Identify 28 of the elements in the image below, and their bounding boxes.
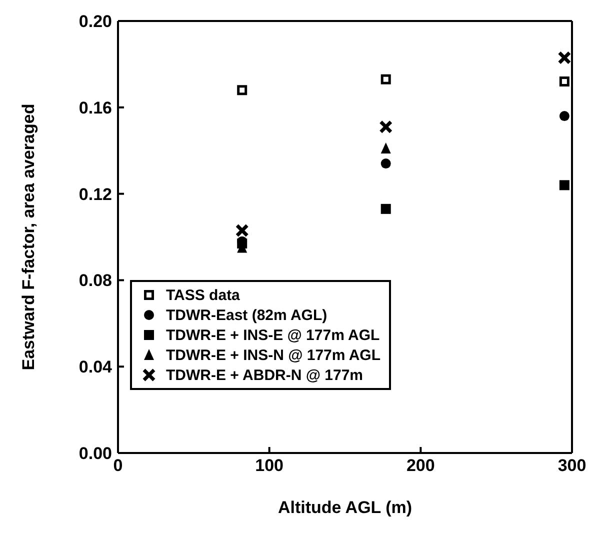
legend-label: TDWR-East (82m AGL)	[166, 306, 328, 324]
y-tick-label: 0.00	[78, 444, 112, 464]
y-tick-label: 0.12	[78, 184, 112, 204]
point	[379, 120, 393, 134]
y-tick-label: 0.20	[78, 12, 112, 32]
point	[237, 85, 248, 96]
y-tick-label: 0.16	[78, 98, 112, 118]
x-axis-title: Altitude AGL (m)	[278, 498, 412, 517]
point	[380, 204, 391, 214]
legend-label: TDWR-E + INS-E @ 177m AGL	[166, 326, 380, 344]
point	[559, 111, 570, 122]
legend-label: TDWR-E + ABDR-N @ 177m	[166, 366, 364, 384]
x-tick-label: 300	[558, 456, 586, 476]
point	[559, 76, 570, 86]
x-tick-label: 200	[406, 456, 435, 476]
point	[559, 180, 570, 190]
x-tick-label: 0	[113, 456, 123, 476]
x-tick-label: 100	[255, 456, 284, 476]
y-tick-label: 0.08	[78, 271, 112, 290]
point	[235, 224, 249, 238]
point	[558, 50, 572, 64]
y-tick-label: 0.04	[78, 358, 113, 377]
legend-label: TDWR-E + INS-N @ 177m AGL	[166, 346, 381, 364]
point	[380, 74, 391, 84]
point	[380, 158, 391, 169]
y-axis-title: Eastward F-factor, area averaged	[19, 104, 38, 370]
legend-label: TASS data	[166, 286, 240, 304]
point	[380, 142, 391, 154]
